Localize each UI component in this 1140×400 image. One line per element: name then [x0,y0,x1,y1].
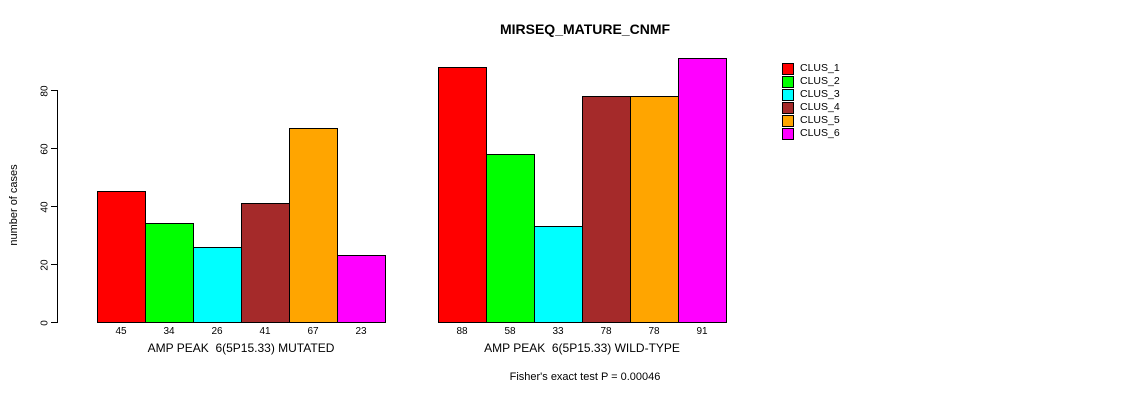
bar-value-label: 34 [163,326,175,337]
bar-value-label: 41 [259,326,271,337]
y-axis-tick [51,322,57,323]
bar-value-label: 58 [504,326,516,337]
bar-value-label: 78 [648,326,660,337]
bar-value-label: 91 [696,326,708,337]
bar-clus_2 [486,154,535,323]
group-axis-label: AMP PEAK 6(5P15.33) MUTATED [147,341,335,355]
bar-clus_5 [630,96,679,323]
y-axis-tick [51,264,57,265]
legend-swatch [782,128,794,140]
legend-label: CLUS_2 [800,75,840,87]
legend-swatch [782,89,794,101]
bar-clus_1 [438,67,487,323]
legend-label: CLUS_1 [800,62,840,74]
bar-clus_3 [534,226,583,323]
bar-value-label: 33 [552,326,564,337]
legend-swatch [782,115,794,127]
bar-clus_6 [337,255,386,323]
bar-clus_6 [678,58,727,323]
legend-swatch [782,76,794,88]
y-axis-tick [51,90,57,91]
y-axis-line [57,90,58,323]
bar-value-label: 45 [115,326,127,337]
bar-value-label: 88 [456,326,468,337]
chart-title: MIRSEQ_MATURE_CNMF [499,21,671,37]
legend-swatch [782,63,794,75]
y-axis-tick [51,148,57,149]
bar-clus_2 [145,223,194,323]
bar-clus_4 [582,96,631,323]
bar-clus_1 [97,191,146,323]
bar-value-label: 67 [307,326,319,337]
bar-value-label: 78 [600,326,612,337]
legend-label: CLUS_6 [800,127,840,139]
bar-value-label: 23 [355,326,367,337]
legend-label: CLUS_3 [800,88,840,100]
y-axis-tick [51,206,57,207]
legend-label: CLUS_4 [800,101,840,113]
legend-swatch [782,102,794,114]
legend-label: CLUS_5 [800,114,840,126]
annotation-text: Fisher's exact test P = 0.00046 [509,371,661,383]
group-axis-label: AMP PEAK 6(5P15.33) WILD-TYPE [484,341,680,355]
bar-clus_5 [289,128,338,323]
bar-value-label: 26 [211,326,223,337]
